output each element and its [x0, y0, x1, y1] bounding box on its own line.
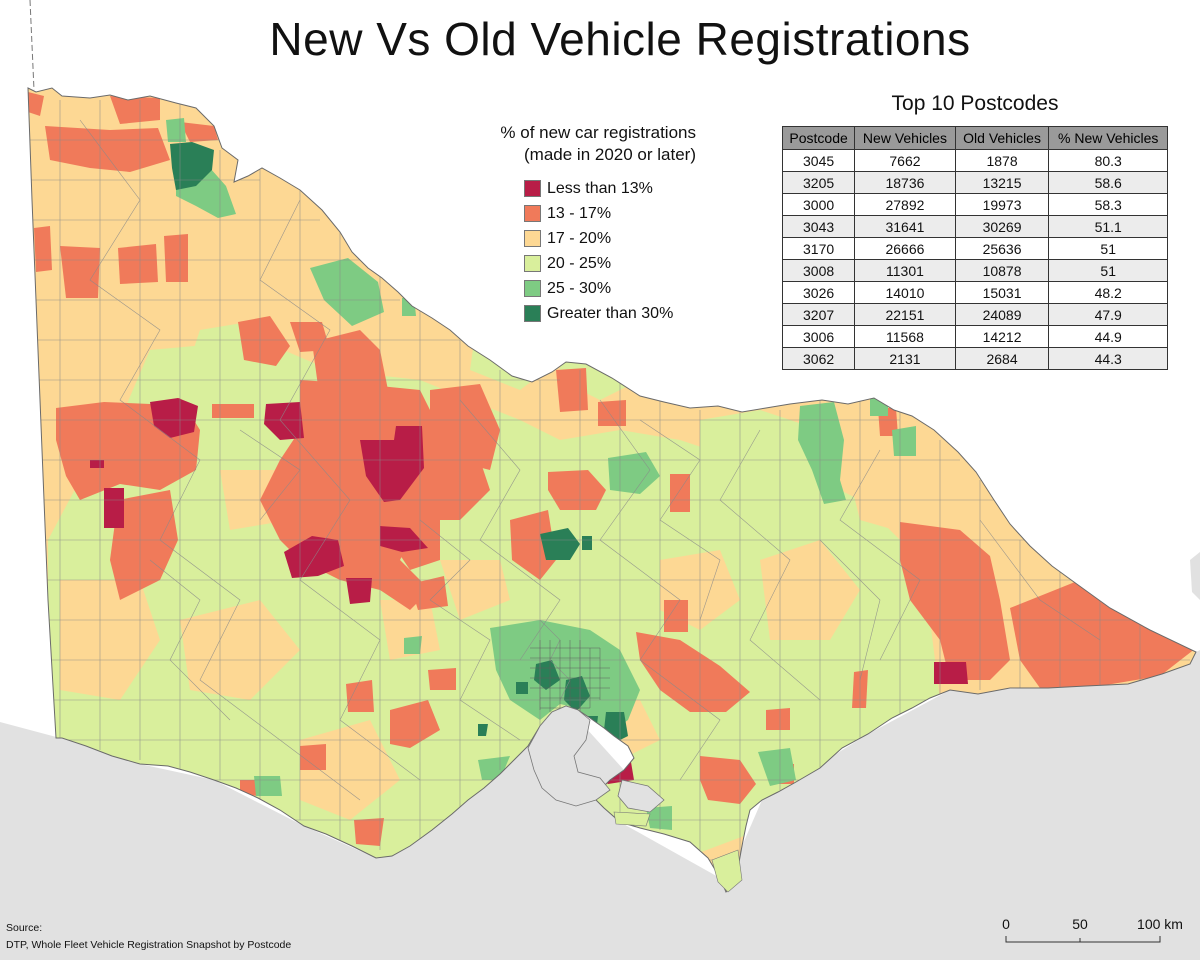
table-cell: 44.9: [1048, 325, 1168, 348]
scale-label-100: 100 km: [1137, 916, 1183, 932]
table-row: 3000 27892 19973 58.3: [781, 193, 1168, 216]
table-cell: 48.2: [1048, 281, 1168, 304]
table-cell: 1878: [954, 149, 1050, 172]
table-row: 3170 26666 25636 51: [781, 237, 1168, 260]
table-cell: 51: [1048, 237, 1168, 260]
legend-label: 20 - 25%: [547, 254, 612, 272]
table-cell: 51: [1048, 259, 1168, 282]
table-cell: 30269: [954, 215, 1050, 238]
legend-swatch: [524, 255, 541, 272]
table-cell: 2684: [954, 347, 1050, 370]
table-cell: 3205: [781, 171, 856, 194]
table-row: 3062 2131 2684 44.3: [781, 347, 1168, 370]
legend-swatch: [524, 205, 541, 222]
table-row: 3006 11568 14212 44.9: [781, 325, 1168, 348]
table-cell: 11301: [854, 259, 956, 282]
legend-item: 25 - 30%: [470, 276, 710, 301]
table-cell: 47.9: [1048, 303, 1168, 326]
legend-label: Greater than 30%: [547, 304, 674, 322]
legend-item: 20 - 25%: [470, 251, 710, 276]
table-row: 3205 18736 13215 58.6: [781, 171, 1168, 194]
top10-panel: Top 10 Postcodes Postcode New Vehicles Old…: [781, 92, 1168, 370]
table-header-row: Postcode New Vehicles Old Vehicles% New Ve…: [781, 126, 1168, 150]
table-row: 3043 31641 30269 51.1: [781, 215, 1168, 238]
table-cell: 3043: [781, 215, 856, 238]
legend-title-line2: (made in 2020 or later): [524, 145, 696, 164]
legend-label: 17 - 20%: [547, 229, 612, 247]
source-text: DTP, Whole Fleet Vehicle Registration Sn…: [6, 939, 292, 951]
table-cell: 13215: [954, 171, 1050, 194]
table-cell: 2131: [854, 347, 956, 370]
table-cell: 3062: [781, 347, 856, 370]
table-cell: 51.1: [1048, 215, 1168, 238]
table-cell: 24089: [954, 303, 1050, 326]
table-cell: 27892: [854, 193, 956, 216]
table-cell: 14010: [854, 281, 956, 304]
legend-title-line1: % of new car registrations: [500, 123, 696, 142]
table-cell: 3000: [781, 193, 856, 216]
scale-label-0: 0: [1002, 916, 1010, 932]
scale-bar: 0 50 100 km: [1002, 916, 1184, 956]
scale-label-50: 50: [1072, 916, 1088, 932]
legend-item: 17 - 20%: [470, 226, 710, 251]
table-row: 3045 7662 1878 80.3: [781, 149, 1168, 172]
legend-swatch: [524, 180, 541, 197]
legend-label: Less than 13%: [547, 179, 653, 197]
table-cell: 19973: [954, 193, 1050, 216]
table-cell: 10878: [954, 259, 1050, 282]
table-header-cell: New Vehicles: [854, 126, 956, 150]
legend-item: Greater than 30%: [470, 301, 710, 326]
table-cell: 44.3: [1048, 347, 1168, 370]
top10-title: Top 10 Postcodes: [891, 92, 1059, 115]
top10-table: Postcode New Vehicles Old Vehicles% New Ve…: [781, 126, 1168, 370]
table-row: 3026 14010 15031 48.2: [781, 281, 1168, 304]
table-cell: 26666: [854, 237, 956, 260]
table-row: 3207 22151 24089 47.9: [781, 303, 1168, 326]
table-cell: 11568: [854, 325, 956, 348]
legend-swatch: [524, 230, 541, 247]
table-cell: 18736: [854, 171, 956, 194]
legend-item: Less than 13%: [470, 176, 710, 201]
table-cell: 7662: [854, 149, 956, 172]
table-cell: 58.6: [1048, 171, 1168, 194]
table-row: 3008 11301 10878 51: [781, 259, 1168, 282]
table-cell: 25636: [954, 237, 1050, 260]
legend-title: % of new car registrations (made in 2020…: [470, 122, 710, 166]
map-title: New Vs Old Vehicle Registrations: [269, 13, 971, 65]
table-cell: 3207: [781, 303, 856, 326]
table-cell: 3045: [781, 149, 856, 172]
table-cell: 22151: [854, 303, 956, 326]
table-cell: 31641: [854, 215, 956, 238]
table-header-cell: Postcode: [781, 126, 856, 150]
source-label: Source:: [6, 922, 43, 934]
legend-label: 25 - 30%: [547, 279, 612, 297]
table-cell: 14212: [954, 325, 1050, 348]
legend-swatch: [524, 280, 541, 297]
table-cell: 3170: [781, 237, 856, 260]
table-cell: 3006: [781, 325, 856, 348]
scale-bar-line: [1005, 936, 1161, 943]
source-note: Source: DTP, Whole Fleet Vehicle Registr…: [6, 920, 291, 954]
table-cell: 80.3: [1048, 149, 1168, 172]
table-header-cell: % New Vehicles: [1048, 126, 1168, 150]
legend-item: 13 - 17%: [470, 201, 710, 226]
table-cell: 15031: [954, 281, 1050, 304]
legend-label: 13 - 17%: [547, 204, 612, 222]
table-cell: 3008: [781, 259, 856, 282]
legend: % of new car registrations (made in 2020…: [470, 122, 710, 326]
legend-swatch: [524, 305, 541, 322]
table-cell: 3026: [781, 281, 856, 304]
table-header-cell: Old Vehicles: [954, 126, 1050, 150]
table-cell: 58.3: [1048, 193, 1168, 216]
